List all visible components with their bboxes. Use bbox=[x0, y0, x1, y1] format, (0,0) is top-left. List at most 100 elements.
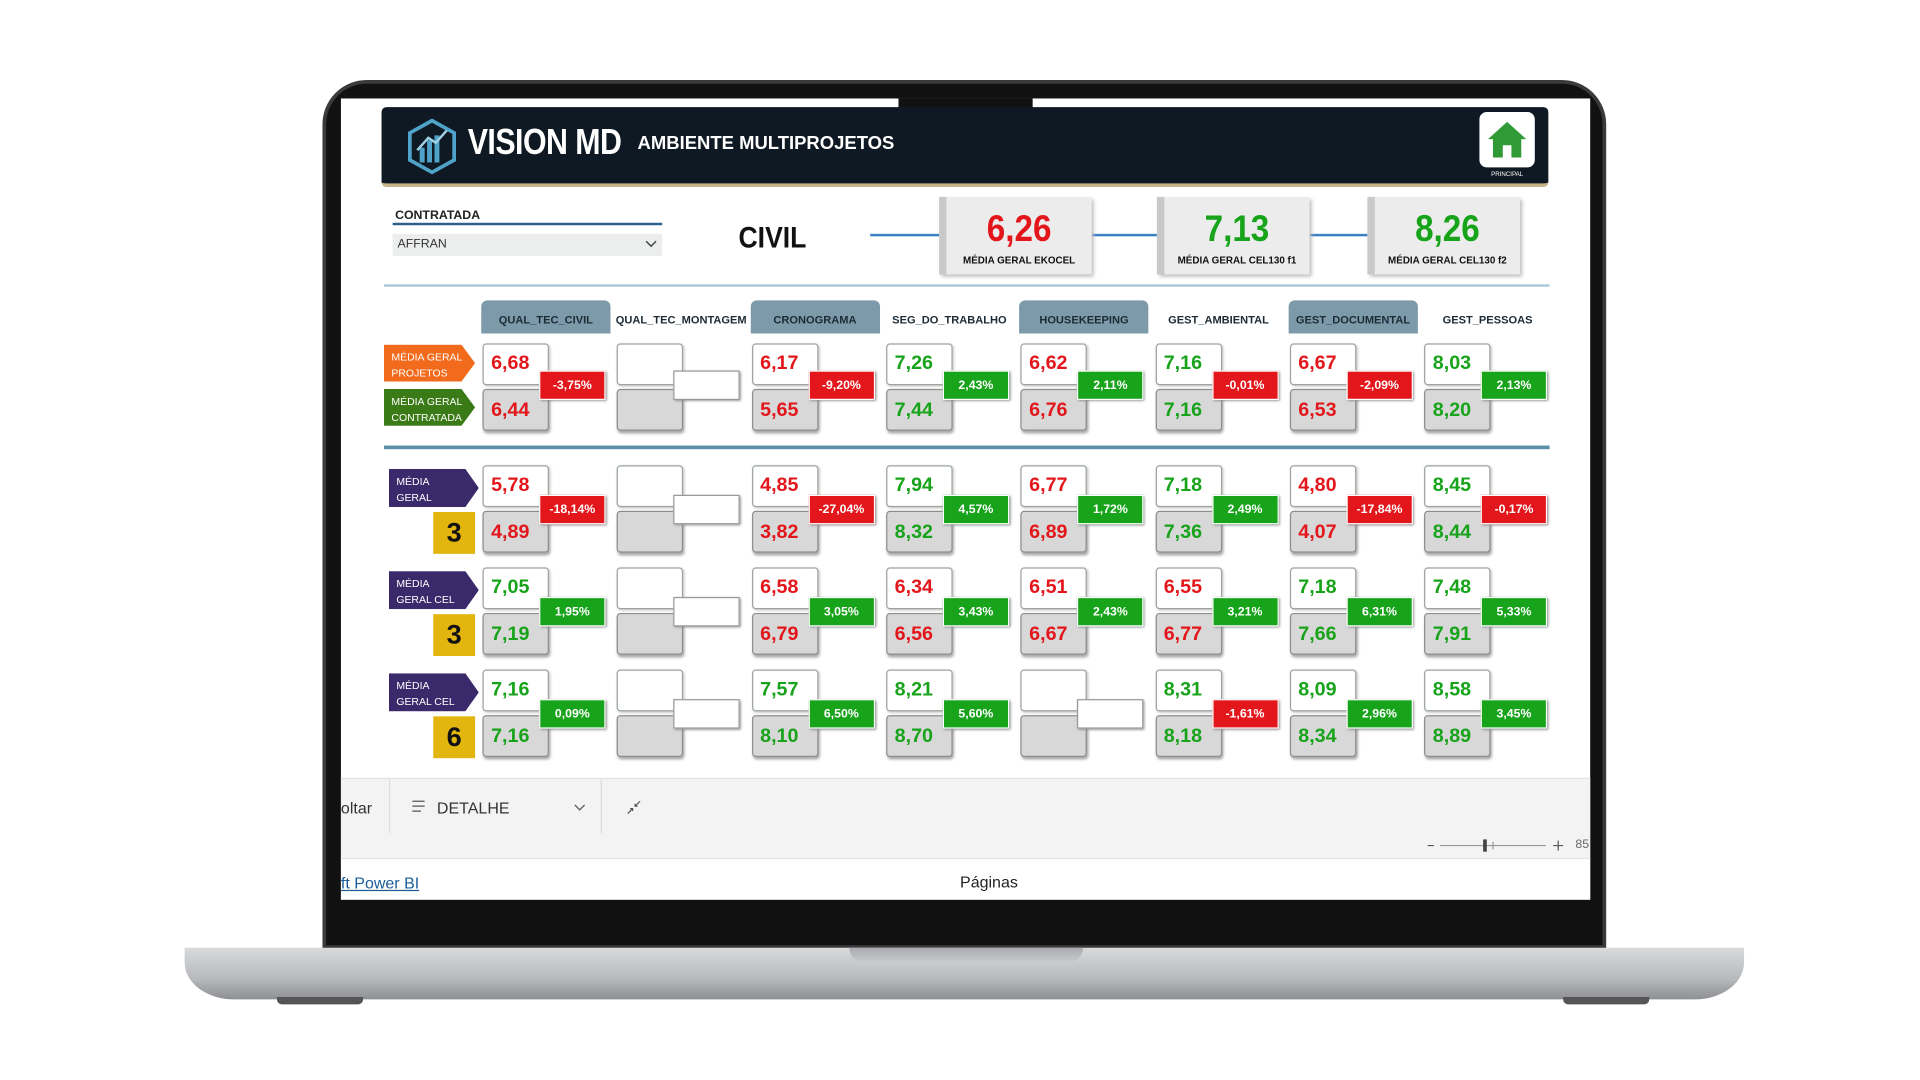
previous-value: 8,34 bbox=[1289, 715, 1357, 757]
empty-cell bbox=[616, 510, 684, 553]
brand: VISION MD bbox=[467, 123, 622, 163]
empty-delta bbox=[673, 494, 741, 525]
filter-value: AFFRAN bbox=[397, 237, 447, 252]
page-menu[interactable]: DETALHE bbox=[411, 796, 591, 821]
current-value: 5,78 bbox=[482, 465, 549, 508]
current-value: 8,09 bbox=[1289, 669, 1357, 712]
current-value: 4,85 bbox=[751, 465, 818, 508]
home-button[interactable] bbox=[1479, 112, 1535, 168]
column-header: CRONOGRAMA bbox=[750, 300, 880, 334]
current-value: 8,45 bbox=[1424, 465, 1491, 508]
current-value: 7,16 bbox=[482, 669, 549, 712]
laptop-foot bbox=[1563, 996, 1650, 1005]
discipline: CIVIL bbox=[738, 221, 807, 255]
variation: 6,31% bbox=[1346, 596, 1413, 627]
variation: -2,09% bbox=[1346, 370, 1413, 401]
previous-value: 7,16 bbox=[482, 715, 549, 757]
variation: -9,20% bbox=[808, 370, 875, 401]
previous-value: 7,44 bbox=[886, 388, 953, 431]
header-bar bbox=[381, 107, 1549, 188]
previous-value: 7,16 bbox=[1155, 388, 1222, 431]
current-value: 6,77 bbox=[1020, 465, 1088, 508]
separator bbox=[384, 284, 1550, 287]
current-value: 7,57 bbox=[751, 669, 818, 712]
collapse-button[interactable] bbox=[625, 799, 642, 816]
empty-cell bbox=[1020, 715, 1088, 757]
current-value: 8,31 bbox=[1155, 669, 1222, 712]
variation: -17,84% bbox=[1346, 494, 1413, 525]
previous-value: 6,76 bbox=[1020, 388, 1088, 431]
column-header: HOUSEKEEPING bbox=[1019, 300, 1149, 334]
previous-value: 4,89 bbox=[482, 510, 549, 553]
variation: 2,49% bbox=[1211, 494, 1279, 525]
kpi-label: MÉDIA GERAL CEL130 f2 bbox=[1388, 254, 1507, 266]
connector bbox=[1308, 233, 1368, 237]
previous-value: 7,19 bbox=[482, 612, 549, 655]
column-header: GEST_DOCUMENTAL bbox=[1288, 300, 1418, 334]
previous-value: 8,10 bbox=[751, 715, 818, 757]
count-badge: 3 bbox=[433, 614, 476, 657]
variation: 1,72% bbox=[1077, 494, 1144, 525]
kpi-value: 8,26 bbox=[1415, 209, 1480, 250]
page-menu-label: DETALHE bbox=[436, 798, 510, 818]
empty-delta bbox=[673, 699, 741, 729]
zoom-slider[interactable] bbox=[1425, 837, 1565, 854]
current-value: 6,67 bbox=[1289, 343, 1357, 386]
kpi-label: MÉDIA GERAL CEL130 f1 bbox=[1177, 254, 1297, 266]
variation: 3,45% bbox=[1480, 699, 1548, 729]
empty-cell bbox=[616, 612, 684, 655]
empty-cell bbox=[616, 465, 684, 508]
variation: 1,95% bbox=[539, 596, 606, 627]
current-value: 7,26 bbox=[886, 343, 953, 386]
variation: -0,01% bbox=[1211, 370, 1279, 401]
kpi-card: 6,26 MÉDIA GERAL EKOCEL bbox=[939, 196, 1092, 275]
previous-value: 8,20 bbox=[1424, 388, 1491, 431]
filter-dropdown[interactable]: AFFRAN bbox=[392, 233, 663, 257]
back-button[interactable]: oltar bbox=[340, 798, 373, 818]
variation: 3,21% bbox=[1211, 596, 1279, 627]
current-value: 4,80 bbox=[1289, 465, 1357, 508]
empty-delta bbox=[673, 370, 741, 401]
previous-value: 6,67 bbox=[1020, 612, 1088, 655]
variation: -18,14% bbox=[539, 494, 606, 525]
count-badge: 6 bbox=[433, 716, 476, 759]
connector bbox=[1091, 233, 1157, 237]
current-value: 8,58 bbox=[1424, 669, 1491, 712]
empty-delta bbox=[1077, 699, 1144, 729]
previous-value: 6,53 bbox=[1289, 388, 1357, 431]
home-icon bbox=[1488, 121, 1527, 158]
row-label: MÉDIA GERAL CEL 130 fase I bbox=[388, 571, 479, 610]
logo bbox=[408, 118, 457, 175]
divider bbox=[388, 779, 391, 834]
previous-value: 6,77 bbox=[1155, 612, 1222, 655]
column-header: GEST_PESSOAS bbox=[1442, 313, 1533, 327]
previous-value: 3,82 bbox=[751, 510, 818, 553]
variation: 0,09% bbox=[539, 699, 606, 729]
powerbi-link[interactable]: ft Power BI bbox=[340, 873, 420, 893]
previous-value: 7,91 bbox=[1424, 612, 1491, 655]
current-value: 6,34 bbox=[886, 567, 953, 610]
variation: -3,75% bbox=[539, 370, 606, 401]
empty-cell bbox=[616, 669, 684, 712]
column-header: GEST_AMBIENTAL bbox=[1168, 313, 1269, 327]
empty-cell bbox=[616, 567, 684, 610]
current-value: 7,16 bbox=[1155, 343, 1222, 386]
variation: 2,13% bbox=[1480, 370, 1548, 401]
current-value: 7,94 bbox=[886, 465, 953, 508]
empty-cell bbox=[1020, 669, 1088, 712]
previous-value: 7,66 bbox=[1289, 612, 1357, 655]
variation: 2,11% bbox=[1077, 370, 1144, 401]
variation: 2,43% bbox=[1077, 596, 1144, 627]
empty-cell bbox=[616, 715, 684, 757]
previous-value: 8,18 bbox=[1155, 715, 1222, 757]
previous-value: 8,44 bbox=[1424, 510, 1491, 553]
current-value: 6,55 bbox=[1155, 567, 1222, 610]
connector bbox=[870, 233, 940, 237]
variation: -27,04% bbox=[808, 494, 875, 525]
previous-value: 5,65 bbox=[751, 388, 818, 431]
previous-value: 4,07 bbox=[1289, 510, 1357, 553]
subtitle: AMBIENTE MULTIPROJETOS bbox=[637, 132, 895, 154]
current-value: 7,05 bbox=[482, 567, 549, 610]
pages-label: Páginas bbox=[960, 872, 1018, 892]
